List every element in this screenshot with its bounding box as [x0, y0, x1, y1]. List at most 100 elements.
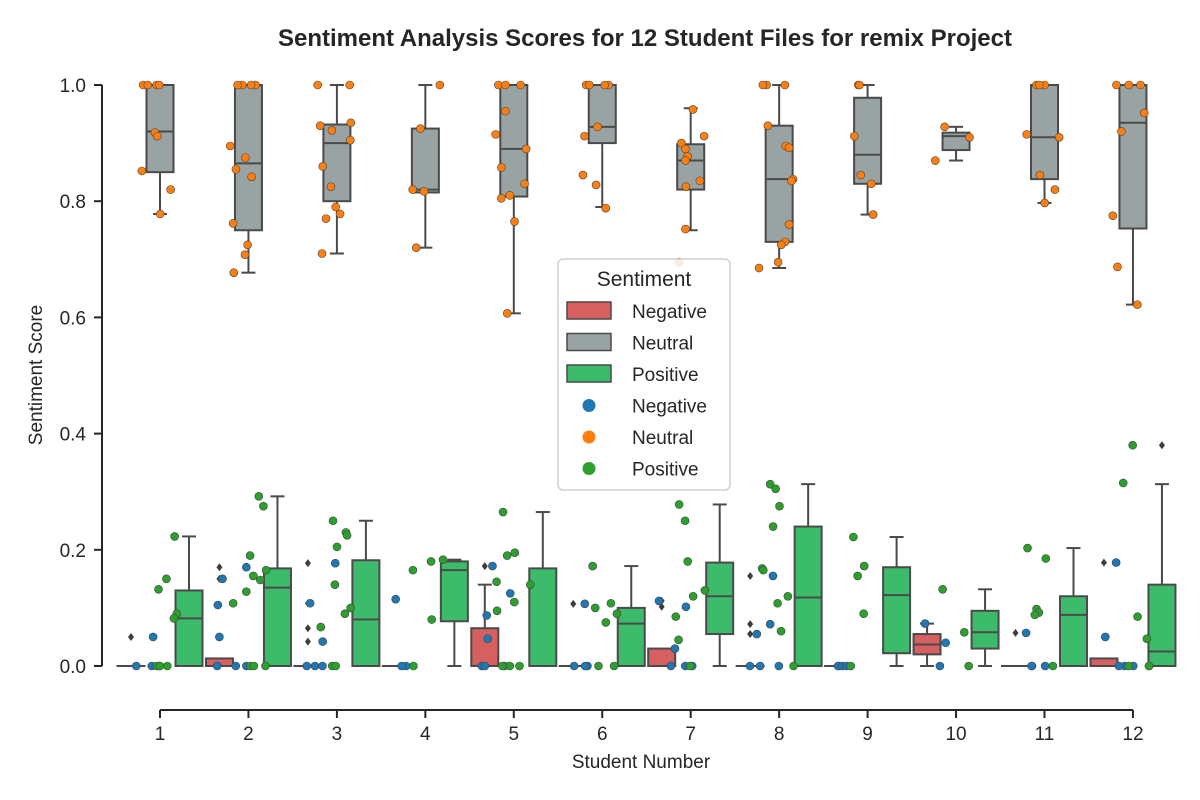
point-positive: [594, 661, 603, 671]
point-neutral: [228, 218, 238, 228]
y-tick-label: 1.0: [60, 76, 86, 97]
box-body: [439, 560, 469, 623]
point-positive: [502, 551, 512, 560]
point-negative: [1040, 661, 1050, 671]
box-negative: [647, 596, 677, 668]
point-neutral: [585, 80, 594, 90]
x-tick-label: 8: [774, 724, 785, 745]
point-neutral: [317, 249, 327, 258]
point-neutral: [580, 131, 589, 141]
point-positive: [154, 585, 163, 594]
point-positive: [601, 618, 611, 627]
point-neutral: [241, 153, 250, 162]
point-positive: [1133, 612, 1142, 621]
legend-marker: [582, 399, 596, 412]
legend-swatch: [566, 332, 612, 352]
box-positive: [528, 511, 558, 668]
box-body: [705, 561, 735, 636]
point-positive: [938, 585, 947, 594]
point-positive: [256, 575, 265, 585]
point-neutral: [578, 170, 588, 180]
point-negative: [310, 661, 320, 671]
point-neutral: [1113, 262, 1122, 272]
box-flier: [1012, 628, 1019, 637]
point-neutral: [776, 240, 786, 250]
point-positive: [789, 661, 798, 671]
y-axis-label: Sentiment Score: [26, 305, 47, 445]
box-body: [1030, 84, 1059, 181]
point-neutral: [787, 176, 796, 186]
point-neutral: [346, 135, 355, 145]
point-neutral: [411, 243, 421, 252]
box-body: [470, 627, 500, 667]
point-negative: [681, 602, 691, 612]
box-flier: [128, 632, 134, 641]
box-flier: [747, 571, 754, 580]
point-negative: [1111, 558, 1121, 567]
point-positive: [162, 574, 171, 584]
point-neutral: [346, 118, 356, 128]
point-positive: [671, 612, 681, 621]
point-positive: [426, 557, 436, 566]
point-positive: [342, 530, 352, 540]
point-positive: [1124, 661, 1134, 671]
x-tick-label: 11: [1035, 724, 1055, 745]
point-neutral: [855, 80, 864, 90]
point-positive: [261, 565, 271, 575]
legend-label: Negative: [632, 397, 707, 418]
point-neutral: [331, 202, 341, 212]
point-positive: [249, 661, 259, 671]
point-neutral: [240, 250, 250, 259]
box-body: [1059, 595, 1088, 668]
box-body: [1118, 84, 1148, 230]
point-positive: [773, 598, 782, 608]
point-positive: [612, 609, 622, 619]
point-neutral: [758, 80, 768, 90]
x-tick-label: 5: [509, 724, 520, 745]
point-neutral: [408, 185, 418, 194]
point-positive: [674, 635, 683, 645]
point-negative: [654, 596, 664, 606]
point-positive: [688, 591, 698, 601]
box-neutral: [145, 84, 175, 215]
box-positive: [616, 565, 646, 668]
point-neutral: [435, 80, 445, 90]
x-tick-label: 3: [332, 724, 343, 745]
y-tick-label: 0.0: [60, 657, 86, 678]
box-neutral: [410, 84, 440, 249]
point-negative: [765, 619, 775, 629]
point-neutral: [246, 80, 256, 90]
point-neutral: [229, 268, 239, 277]
point-neutral: [154, 80, 164, 90]
box-negative: [735, 571, 765, 668]
point-positive: [409, 661, 418, 671]
box-body: [145, 84, 175, 174]
point-neutral: [763, 121, 773, 130]
point-neutral: [784, 143, 794, 153]
box-flier: [747, 620, 754, 629]
x-tick-label: 4: [420, 724, 431, 745]
point-positive: [331, 661, 341, 671]
point-positive: [249, 571, 258, 581]
point-neutral: [231, 164, 241, 174]
point-neutral: [784, 220, 794, 229]
chart-title: Sentiment Analysis Scores for 12 Student…: [278, 25, 1012, 52]
point-positive: [590, 603, 600, 613]
point-negative: [505, 589, 515, 598]
point-positive: [685, 661, 695, 671]
point-positive: [588, 561, 597, 571]
point-neutral: [1117, 127, 1126, 136]
point-negative: [391, 594, 400, 604]
point-neutral: [1035, 80, 1044, 90]
point-neutral: [516, 80, 525, 90]
point-negative: [148, 632, 158, 642]
point-negative: [1021, 628, 1031, 638]
plot-area: 0.00.20.40.60.81.01 2 3 4 5 6 7 8 9 10 11 12: [60, 76, 1177, 745]
point-positive: [163, 661, 172, 671]
box-flier: [304, 637, 311, 646]
legend-swatch: [566, 364, 612, 383]
point-negative: [1100, 632, 1110, 642]
point-neutral: [416, 124, 425, 133]
point-neutral: [677, 138, 686, 148]
point-negative: [935, 661, 945, 671]
